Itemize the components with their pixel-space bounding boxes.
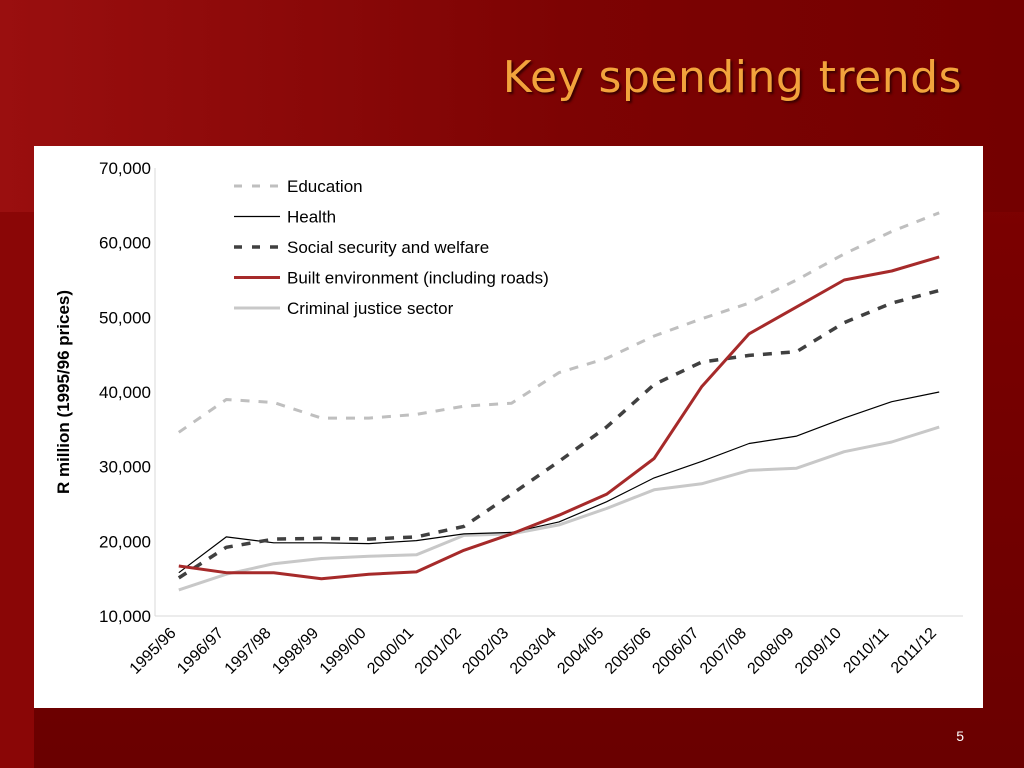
line-chart: 10,000 20,000 30,000 40,000 50,000 60,000 70,0… bbox=[54, 159, 963, 678]
slide-title: Key spending trends bbox=[502, 52, 962, 103]
legend-label: Criminal justice sector bbox=[287, 299, 454, 318]
x-tick-label: 2007/08 bbox=[697, 625, 750, 678]
series-line-social-security-and-welfare bbox=[177, 288, 940, 580]
x-tick-label: 1996/97 bbox=[174, 625, 227, 678]
x-tick-label: 2000/01 bbox=[364, 625, 417, 678]
x-tick-label: 2010/11 bbox=[840, 625, 892, 677]
left-decor-strip bbox=[0, 212, 34, 768]
y-tick-label: 60,000 bbox=[99, 234, 151, 253]
y-tick-label: 50,000 bbox=[99, 308, 151, 327]
x-tick-label: 2003/04 bbox=[507, 625, 560, 678]
y-tick-label: 30,000 bbox=[99, 458, 151, 477]
y-tick-labels: 10,000 20,000 30,000 40,000 50,000 60,000 70,0… bbox=[99, 159, 151, 626]
legend-label: Health bbox=[287, 208, 336, 227]
legend-label: Built environment (including roads) bbox=[287, 269, 549, 288]
x-tick-label: 2001/02 bbox=[412, 625, 465, 678]
series-line-education bbox=[177, 211, 940, 434]
series-layer bbox=[177, 211, 940, 592]
x-tick-label: 2004/05 bbox=[554, 625, 607, 678]
x-tick-label: 2006/07 bbox=[649, 625, 702, 678]
legend: Education Health Social security and welfa… bbox=[234, 177, 549, 318]
x-tick-label: 2011/12 bbox=[888, 625, 940, 677]
y-tick-label: 20,000 bbox=[99, 532, 151, 551]
x-tick-label: 1999/00 bbox=[317, 625, 370, 678]
series-line-built-environment-including-roads bbox=[178, 255, 940, 581]
legend-label: Social security and welfare bbox=[287, 238, 489, 257]
x-tick-label: 2008/09 bbox=[745, 625, 798, 678]
x-tick-label: 2005/06 bbox=[602, 625, 655, 678]
chart-panel: 10,000 20,000 30,000 40,000 50,000 60,000 70,0… bbox=[34, 146, 983, 708]
x-tick-label: 1995/96 bbox=[127, 625, 180, 678]
y-tick-label: 10,000 bbox=[99, 607, 151, 626]
x-tick-label: 2002/03 bbox=[459, 625, 512, 678]
legend-label: Education bbox=[287, 177, 363, 196]
axes-layer bbox=[154, 168, 963, 617]
y-axis-title: R million (1995/96 prices) bbox=[54, 290, 73, 494]
x-tick-label: 1997/98 bbox=[222, 625, 275, 678]
y-tick-label: 70,000 bbox=[99, 159, 151, 178]
series-line-criminal-justice-sector bbox=[178, 425, 940, 592]
x-tick-labels: 1995/961996/971997/981998/991999/002000/… bbox=[127, 625, 940, 678]
series-line-health bbox=[178, 391, 940, 574]
y-tick-label: 40,000 bbox=[99, 383, 151, 402]
x-tick-label: 1998/99 bbox=[269, 625, 322, 678]
x-tick-label: 2009/10 bbox=[792, 625, 845, 678]
page-number: 5 bbox=[956, 728, 964, 744]
